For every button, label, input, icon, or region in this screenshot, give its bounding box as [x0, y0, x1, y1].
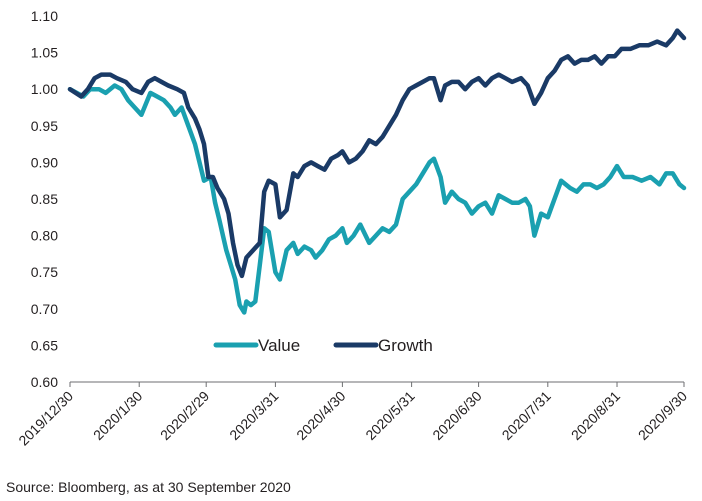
y-tick-label: 0.60: [31, 374, 58, 390]
legend-label-growth: Growth: [378, 336, 433, 355]
y-tick-label: 0.70: [31, 301, 58, 317]
y-tick-label: 1.05: [31, 45, 58, 61]
y-tick-label: 0.65: [31, 337, 58, 353]
y-tick-label: 1.10: [31, 8, 58, 24]
series-line-growth: [67, 28, 687, 279]
x-tick-label: 2020/3/31: [226, 388, 282, 444]
y-tick-label: 0.75: [31, 264, 58, 280]
line-chart: 0.60 0.65 0.70 0.75 0.80 0.85 0.90 0.95 1.00 1.05…: [15, 8, 690, 449]
y-tick-label: 0.90: [31, 154, 58, 170]
x-tick-label: 2020/4/30: [293, 388, 349, 444]
y-tick-label: 0.80: [31, 228, 58, 244]
x-tick-label: 2020/2/29: [157, 388, 213, 444]
y-tick-label: 0.85: [31, 191, 58, 207]
series-line-value: [67, 83, 687, 315]
source-note: Source: Bloomberg, as at 30 September 20…: [6, 479, 291, 495]
x-tick-label: 2020/9/30: [635, 388, 691, 444]
legend: Value Growth: [213, 336, 433, 355]
x-tick-label: 2020/1/30: [90, 388, 146, 444]
y-tick-label: 0.95: [31, 118, 58, 134]
x-tick-label: 2020/7/31: [499, 388, 555, 444]
legend-label-value: Value: [258, 336, 300, 355]
axes: 0.60 0.65 0.70 0.75 0.80 0.85 0.90 0.95 1.00 1.05…: [15, 8, 690, 449]
x-tick-label: 2019/12/30: [15, 388, 76, 449]
y-tick-label: 1.00: [31, 81, 58, 97]
x-tick-label: 2020/8/31: [568, 388, 624, 444]
x-tick-label: 2020/6/30: [429, 388, 485, 444]
series-lines: [67, 28, 687, 315]
x-tick-label: 2020/5/31: [362, 388, 418, 444]
